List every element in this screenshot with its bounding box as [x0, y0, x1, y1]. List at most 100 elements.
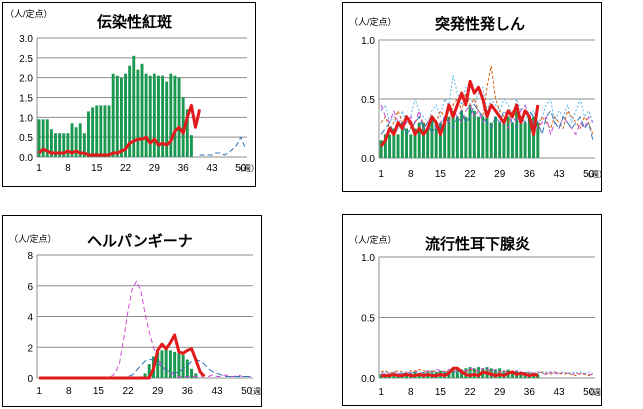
- current-season-line: [381, 366, 539, 378]
- bar: [379, 140, 383, 158]
- x-tick-label: 36: [524, 169, 536, 180]
- bar: [468, 104, 472, 158]
- bar: [156, 351, 160, 378]
- bar: [177, 353, 181, 378]
- x-tick-label: 15: [93, 386, 105, 397]
- bar: [58, 133, 62, 157]
- x-tick-label: 22: [120, 163, 132, 174]
- bar: [464, 116, 468, 158]
- bar: [409, 134, 413, 158]
- bar: [37, 119, 41, 157]
- bar: [128, 65, 132, 157]
- y-tick-label: 2.5: [19, 54, 33, 65]
- bar: [189, 135, 193, 157]
- y-unit-label: （人/定点）: [9, 234, 57, 244]
- bar: [91, 107, 95, 157]
- bar: [54, 133, 57, 157]
- bar: [451, 369, 455, 378]
- bar: [148, 75, 152, 157]
- x-tick-label: 22: [464, 169, 476, 180]
- bar: [168, 350, 172, 378]
- bar: [532, 116, 536, 158]
- y-tick-label: 2: [27, 343, 33, 354]
- bar: [66, 133, 70, 157]
- bar: [124, 73, 127, 157]
- past-season-line: [380, 104, 594, 141]
- chart-title: 伝染性紅斑: [97, 14, 173, 31]
- x-tick-label: 1: [36, 163, 42, 174]
- bar: [185, 359, 189, 378]
- bar: [181, 97, 185, 157]
- bar: [493, 369, 497, 378]
- bar: [443, 122, 447, 158]
- bar: [413, 128, 417, 158]
- bar: [405, 374, 409, 378]
- bar: [477, 367, 481, 378]
- chart-title: 流行性耳下腺炎: [425, 236, 531, 253]
- bar: [177, 77, 181, 157]
- x-tick-label: 50: [235, 163, 247, 174]
- y-tick-label: 6: [27, 282, 33, 293]
- y-tick-label: 1.5: [19, 94, 33, 105]
- y-unit-label: （人/定点）: [5, 9, 53, 19]
- x-tick-label: 50: [241, 386, 253, 397]
- bar: [87, 111, 90, 157]
- bar: [506, 116, 510, 158]
- bar: [143, 373, 147, 378]
- x-tick-label: 50: [583, 387, 595, 398]
- y-tick-label: 1.0: [361, 253, 375, 264]
- x-tick-label: 1: [36, 386, 42, 397]
- bar: [392, 128, 396, 158]
- bar: [190, 368, 194, 378]
- x-tick-label: 43: [206, 163, 218, 174]
- x-tick-label: 15: [435, 387, 447, 398]
- bar: [82, 133, 86, 157]
- x-unit-label: （週）: [583, 170, 601, 179]
- chart-panel-2: （人/定点） 突発性発しん 0.0 0.5 1.0 1 8 15 22 29 36 43 50（週）: [342, 2, 602, 192]
- past-season-line: [380, 65, 594, 135]
- y-tick-label: 0.5: [19, 133, 33, 144]
- bar: [460, 369, 464, 378]
- x-tick-label: 22: [464, 387, 476, 398]
- bar: [396, 134, 400, 158]
- bar: [157, 75, 160, 157]
- bar: [460, 110, 464, 158]
- bar: [41, 119, 45, 157]
- x-tick-label: 1: [378, 169, 384, 180]
- x-unit-label: （週）: [245, 387, 261, 396]
- y-unit-label: （人/定点）: [349, 17, 397, 27]
- bar: [99, 105, 103, 157]
- y-tick-label: 1.0: [361, 36, 375, 47]
- y-tick-label: 0: [27, 374, 33, 385]
- chart-plot: 0.0 0.5 1.0 1 8 15 22 29 36 43 50（週）: [361, 36, 601, 180]
- current-season-line: [38, 103, 202, 157]
- bar: [481, 116, 485, 158]
- x-tick-label: 43: [553, 169, 565, 180]
- x-tick-label: 29: [152, 386, 164, 397]
- bar: [119, 77, 123, 157]
- bar: [451, 110, 455, 158]
- bar: [434, 122, 438, 158]
- x-tick-label: 29: [149, 163, 161, 174]
- bar: [417, 122, 421, 158]
- bar: [489, 122, 493, 158]
- y-tick-label: 8: [27, 251, 33, 262]
- chart-panel-3: （人/定点） ヘルパンギーナ 0 2 4 6 8 1 8 15 22 29 36 43 50（週）: [2, 215, 262, 407]
- bar: [447, 116, 451, 158]
- x-tick-label: 1: [378, 387, 384, 398]
- x-tick-label: 50: [583, 169, 595, 180]
- bar: [140, 63, 144, 157]
- x-tick-label: 15: [435, 169, 447, 180]
- bar: [165, 81, 169, 157]
- bar: [103, 105, 107, 157]
- bar: [438, 122, 442, 158]
- bar: [536, 122, 540, 158]
- chart-plot: 0 2 4 6 8 1 8 15 22 29 36 43 50（週）: [27, 251, 261, 397]
- bar: [194, 373, 198, 378]
- bar: [527, 116, 531, 158]
- bar: [132, 55, 136, 157]
- bar: [519, 371, 523, 378]
- y-unit-label: （人/定点）: [349, 235, 397, 245]
- bar: [62, 133, 66, 157]
- bar: [160, 350, 164, 378]
